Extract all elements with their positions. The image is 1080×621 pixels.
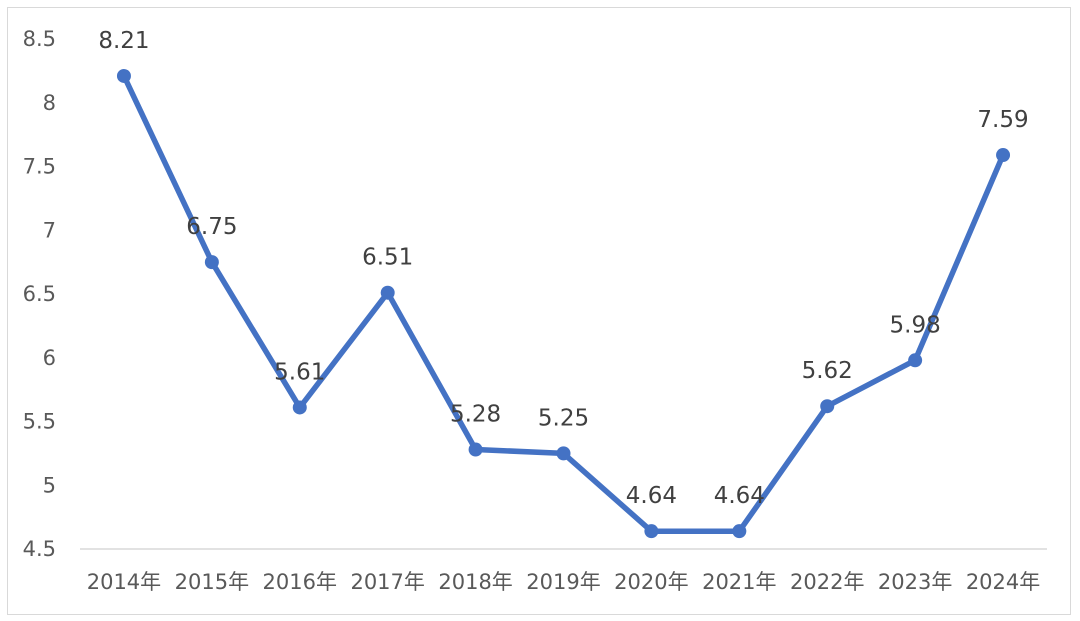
data-label: 5.62	[802, 358, 853, 384]
data-point	[996, 148, 1011, 163]
y-tick-label: 8.5	[23, 27, 56, 51]
x-tick-label: 2024年	[966, 570, 1040, 594]
data-point	[732, 524, 747, 539]
y-tick-label: 7	[43, 218, 56, 242]
data-label: 6.75	[186, 214, 237, 240]
data-label: 8.21	[98, 28, 149, 54]
data-point	[116, 68, 131, 83]
x-tick-label: 2020年	[614, 570, 688, 594]
data-point	[820, 399, 835, 414]
data-point	[556, 446, 571, 461]
data-point	[468, 442, 483, 457]
x-tick-label: 2023年	[878, 570, 952, 594]
x-tick-label: 2022年	[790, 570, 864, 594]
data-label: 5.25	[538, 405, 589, 431]
y-tick-label: 8	[43, 91, 56, 115]
data-label: 4.64	[626, 483, 677, 509]
data-label: 5.28	[450, 402, 501, 428]
x-tick-label: 2015年	[175, 570, 249, 594]
x-axis-ticks: 2014年 2015年 2016年 2017年 2018年 2019年 2020年 2021年…	[87, 570, 1041, 594]
data-point	[292, 400, 307, 415]
chart-frame	[7, 7, 1071, 615]
series-line	[121, 73, 1006, 534]
x-tick-label: 2021年	[702, 570, 776, 594]
data-point	[908, 353, 923, 368]
x-tick-label: 2014年	[87, 570, 161, 594]
data-label: 4.64	[714, 483, 765, 509]
y-tick-label: 6.5	[23, 282, 56, 306]
data-label: 5.61	[274, 359, 325, 385]
data-label: 6.51	[362, 245, 413, 271]
data-point	[204, 255, 219, 270]
x-tick-label: 2017年	[350, 570, 424, 594]
y-tick-label: 5	[43, 473, 56, 497]
data-points	[116, 68, 1011, 539]
y-tick-label: 5.5	[23, 410, 56, 434]
data-labels: 8.21 6.75 5.61 6.51 5.28 5.25 4.64 4.64 5.62 5.98…	[98, 28, 1028, 509]
y-axis-ticks: 4.5 5 5.5 6 6.5 7 7.5 8 8.5	[23, 27, 56, 561]
x-tick-label: 2018年	[438, 570, 512, 594]
data-label: 7.59	[977, 107, 1028, 133]
y-tick-label: 7.5	[23, 155, 56, 179]
data-label: 5.98	[890, 312, 941, 338]
y-tick-label: 4.5	[23, 537, 56, 561]
x-tick-label: 2019年	[526, 570, 600, 594]
data-point	[644, 524, 659, 539]
data-point	[380, 285, 395, 300]
y-tick-label: 6	[43, 346, 56, 370]
x-tick-label: 2016年	[263, 570, 337, 594]
